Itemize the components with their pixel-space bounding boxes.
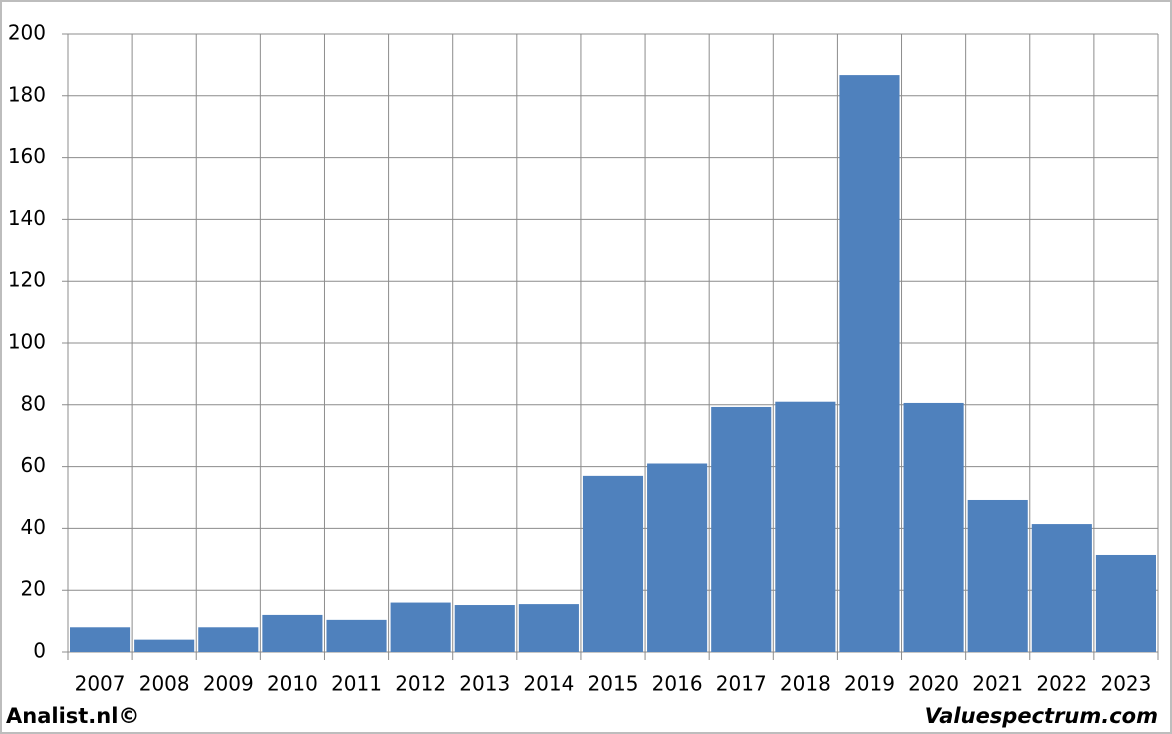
x-tick-label: 2015 — [588, 672, 639, 696]
x-tick-label: 2021 — [972, 672, 1023, 696]
x-tick-label: 2023 — [1100, 672, 1151, 696]
x-tick-label: 2018 — [780, 672, 831, 696]
y-tick-label: 80 — [21, 391, 46, 415]
y-tick-label: 140 — [8, 206, 46, 230]
footer-left: Analist.nl© — [6, 704, 139, 728]
y-tick-label: 40 — [21, 515, 46, 539]
bar — [70, 627, 131, 652]
footer-right: Valuespectrum.com — [925, 704, 1158, 728]
bar — [454, 605, 515, 652]
y-tick-label: 20 — [21, 577, 46, 601]
bar — [1031, 524, 1092, 652]
x-tick-label: 2014 — [523, 672, 574, 696]
x-tick-label: 2022 — [1036, 672, 1087, 696]
bar — [967, 499, 1028, 652]
y-tick-label: 180 — [8, 82, 46, 106]
bar — [262, 614, 323, 652]
x-tick-label: 2010 — [267, 672, 318, 696]
bar — [775, 401, 836, 652]
x-tick-label: 2012 — [395, 672, 446, 696]
bar — [134, 639, 195, 652]
bar — [1095, 554, 1156, 652]
x-tick-label: 2009 — [203, 672, 254, 696]
bar — [582, 475, 644, 652]
bar — [326, 619, 387, 652]
y-tick-label: 60 — [21, 453, 46, 477]
bar — [839, 75, 900, 653]
bar — [711, 406, 772, 652]
x-tick-label: 2020 — [908, 672, 959, 696]
bar — [518, 604, 579, 652]
y-tick-label: 120 — [8, 268, 46, 292]
y-tick-label: 100 — [8, 330, 46, 354]
x-tick-label: 2019 — [844, 672, 895, 696]
y-tick-label: 160 — [8, 144, 46, 168]
x-tick-label: 2011 — [331, 672, 382, 696]
x-tick-label: 2008 — [139, 672, 190, 696]
bar — [647, 463, 708, 652]
bar — [903, 402, 964, 652]
x-tick-label: 2007 — [75, 672, 126, 696]
bar — [390, 602, 451, 652]
x-tick-label: 2013 — [459, 672, 510, 696]
y-tick-label: 200 — [8, 21, 46, 45]
bar — [198, 627, 259, 652]
x-tick-label: 2017 — [716, 672, 767, 696]
x-tick-label: 2016 — [652, 672, 703, 696]
y-tick-label: 0 — [33, 639, 46, 663]
